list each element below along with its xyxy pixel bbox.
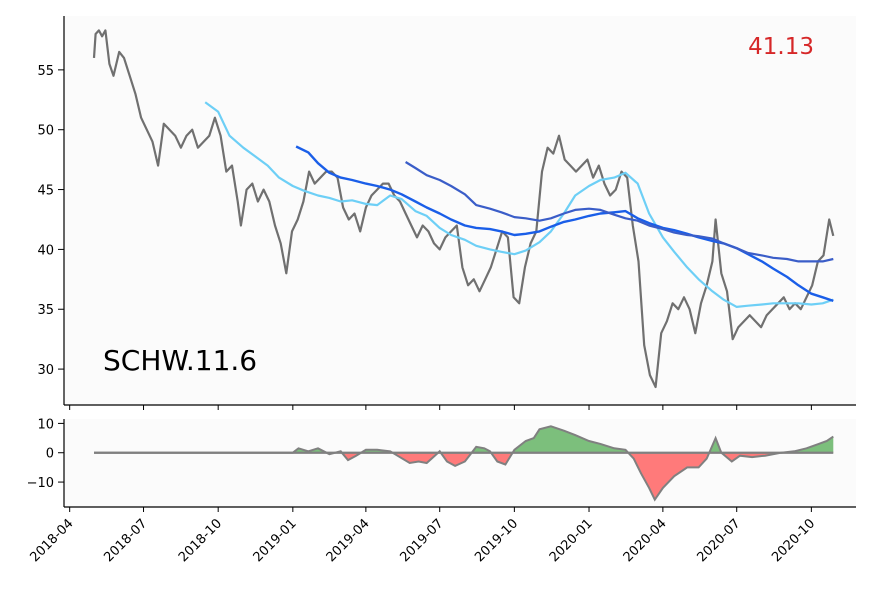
osc-y-tick-label-10: 10 xyxy=(37,417,54,432)
osc-y-tick-label--10: −10 xyxy=(27,476,54,491)
y-tick-label-55: 55 xyxy=(37,64,54,79)
series-line-ma_short xyxy=(204,101,834,308)
y-tick-label-30: 30 xyxy=(37,363,54,378)
y-tick-label-40: 40 xyxy=(37,243,54,258)
x-tick-label-2020-07: 2020-07 xyxy=(695,516,744,565)
main-panel-background xyxy=(64,16,856,405)
main-axis-ticks: 30 35 40 45 50 55 xyxy=(37,64,64,378)
oscillator-axis-ticks: 10 0 −10 xyxy=(27,417,64,491)
osc-y-tick-label-0: 0 xyxy=(46,447,54,462)
x-tick-label-2019-07: 2019-07 xyxy=(398,516,447,565)
x-tick-label-2020-04: 2020-04 xyxy=(621,516,670,565)
x-tick-label-2019-10: 2019-10 xyxy=(472,516,521,565)
y-tick-label-35: 35 xyxy=(37,303,54,318)
series-line-ma_long xyxy=(405,161,834,263)
x-tick-label-2018-10: 2018-10 xyxy=(176,516,225,565)
series-line-price xyxy=(92,29,835,389)
oscillator-panel-marks xyxy=(94,425,834,502)
y-tick-label-50: 50 xyxy=(37,124,54,139)
main-panel-marks xyxy=(92,29,835,389)
x-tick-label-2020-10: 2020-10 xyxy=(769,516,818,565)
ticker-label: SCHW.11.6 xyxy=(103,344,257,377)
x-tick-label-2019-04: 2019-04 xyxy=(324,516,373,565)
x-tick-label-2018-07: 2018-07 xyxy=(101,516,150,565)
x-tick-label-2020-01: 2020-01 xyxy=(547,516,596,565)
oscillator-negative-area xyxy=(326,452,782,500)
y-tick-label-45: 45 xyxy=(37,184,54,199)
x-tick-label-2019-01: 2019-01 xyxy=(251,516,300,565)
oscillator-line xyxy=(94,425,834,502)
x-tick-label-2018-04: 2018-04 xyxy=(27,516,76,565)
last-value-label: 41.13 xyxy=(748,34,814,60)
